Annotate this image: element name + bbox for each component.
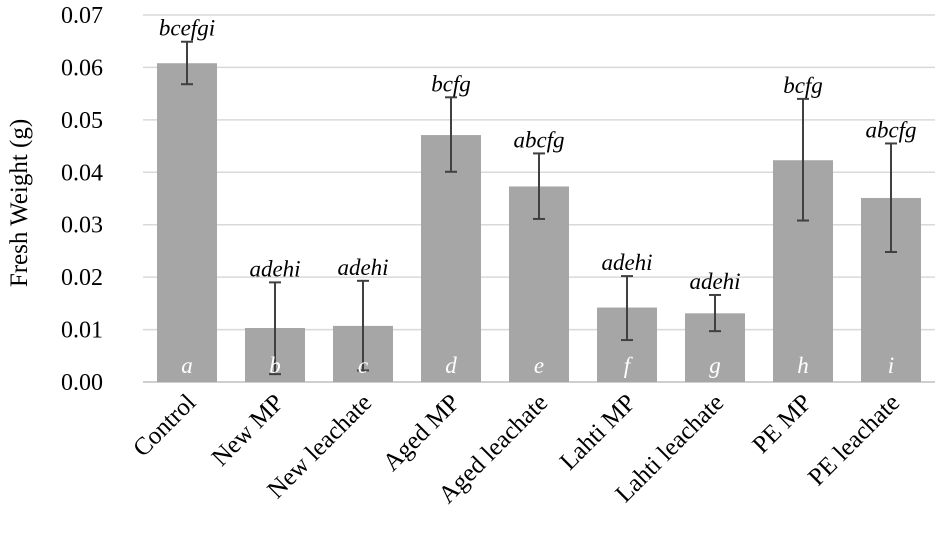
error-bars bbox=[181, 40, 897, 376]
x-tick-label: Lahti MP bbox=[555, 389, 641, 475]
y-tick-label: 0.05 bbox=[61, 108, 103, 134]
bar-letter: i bbox=[888, 353, 894, 378]
y-axis-label: Fresh Weight (g) bbox=[6, 119, 33, 287]
y-tick-label: 0.00 bbox=[61, 370, 103, 396]
bar-labels: bcefgi a adehi b adehi c bcfg d abcfg e adehi f adeh… bbox=[159, 16, 917, 378]
significance-label: adehi bbox=[601, 250, 652, 275]
y-tick-label: 0.02 bbox=[61, 265, 103, 291]
bar-letter: a bbox=[181, 353, 193, 378]
error-bar bbox=[269, 281, 281, 376]
bar bbox=[157, 63, 217, 383]
y-tick-label: 0.06 bbox=[61, 55, 103, 81]
significance-label: bcfg bbox=[431, 71, 471, 96]
bar-letter: d bbox=[445, 353, 457, 378]
bar-letter: h bbox=[797, 353, 809, 378]
significance-label: abcfg bbox=[513, 127, 564, 152]
error-bar bbox=[181, 40, 193, 86]
significance-label: adehi bbox=[689, 269, 740, 294]
y-tick-label: 0.07 bbox=[61, 3, 103, 29]
error-bar bbox=[445, 96, 457, 173]
y-tick-label: 0.04 bbox=[61, 160, 103, 186]
significance-label: adehi bbox=[337, 255, 388, 280]
error-bar bbox=[797, 97, 809, 222]
bars bbox=[157, 63, 921, 383]
error-bar bbox=[621, 275, 633, 342]
error-bar bbox=[709, 293, 721, 333]
significance-label: abcfg bbox=[865, 117, 916, 142]
error-bar bbox=[885, 142, 897, 253]
significance-label: bcfg bbox=[783, 73, 823, 98]
x-tick-label: New MP bbox=[207, 389, 289, 471]
error-bar bbox=[357, 279, 369, 372]
bar-letter: c bbox=[358, 353, 368, 378]
y-tick-label: 0.01 bbox=[61, 318, 103, 344]
bar-letter: b bbox=[269, 353, 281, 378]
x-tick-label: Control bbox=[128, 389, 201, 462]
x-tick-label: PE leachate bbox=[803, 389, 905, 491]
bar-letter: g bbox=[709, 353, 721, 378]
significance-label: adehi bbox=[249, 256, 300, 281]
bar-letter: e bbox=[534, 353, 544, 378]
y-axis-ticks: 0.00 0.01 0.02 0.03 0.04 0.05 0.06 0.07 bbox=[61, 3, 103, 396]
significance-label: bcefgi bbox=[159, 16, 215, 41]
x-tick-label: PE MP bbox=[748, 389, 818, 459]
error-bar bbox=[533, 152, 545, 220]
y-tick-label: 0.03 bbox=[61, 213, 103, 239]
bar-letter: f bbox=[624, 353, 634, 378]
x-tick-label: Aged MP bbox=[378, 389, 465, 476]
bar bbox=[421, 135, 481, 382]
